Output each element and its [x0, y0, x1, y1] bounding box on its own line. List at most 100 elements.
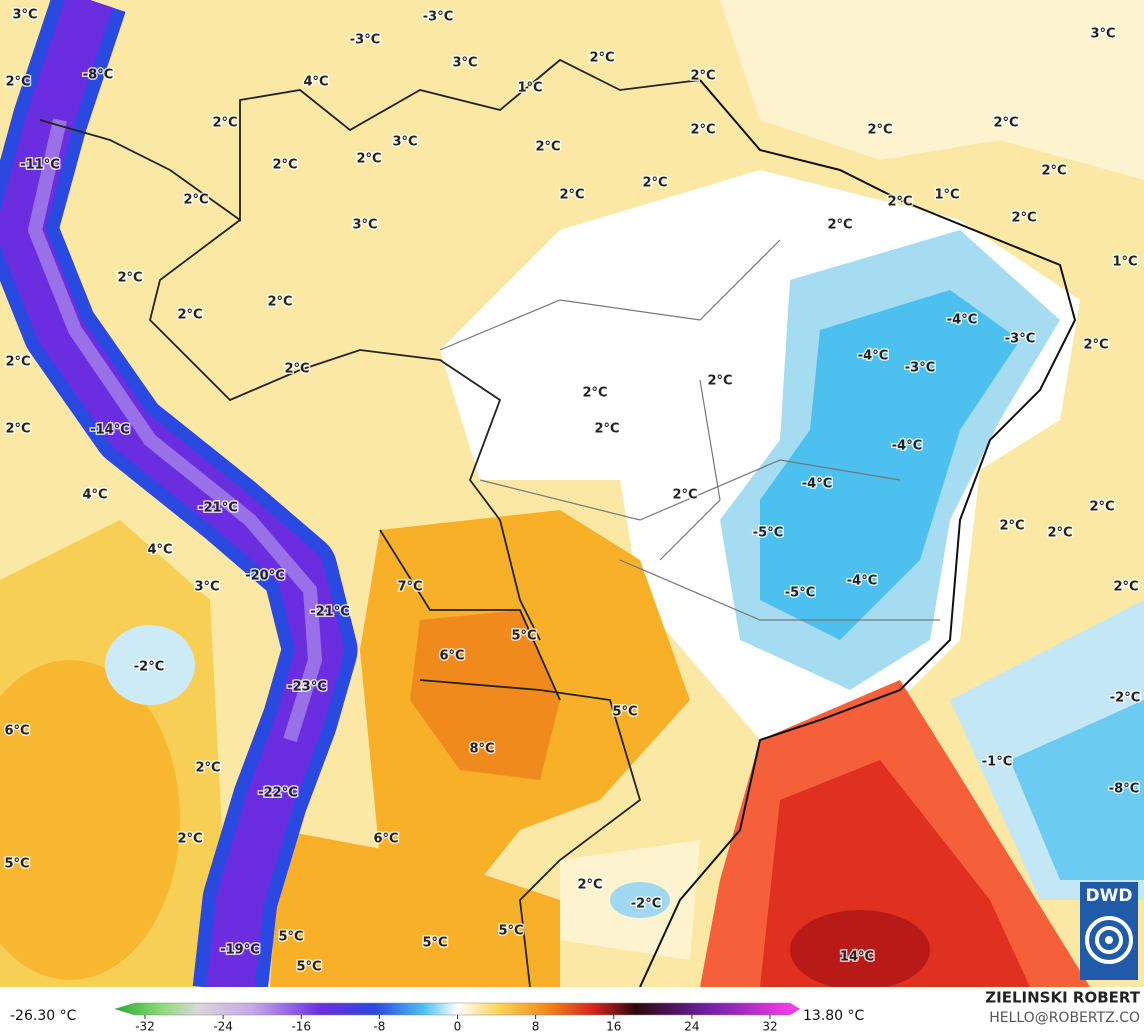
colorbar-tick-label: 32	[762, 1020, 777, 1034]
temperature-label: 2°C	[707, 374, 732, 389]
logo-swirl	[1085, 916, 1133, 964]
temperature-label: 6°C	[373, 832, 398, 847]
temperature-label: 1°C	[934, 188, 959, 203]
field	[610, 882, 670, 918]
temperature-label: 3°C	[12, 8, 37, 23]
field	[720, 0, 1144, 180]
logo-text: DWD	[1086, 886, 1133, 906]
logo-swirl	[1095, 926, 1123, 954]
temperature-label: 2°C	[642, 176, 667, 191]
temperature-label: 2°C	[1041, 164, 1066, 179]
temperature-label: 2°C	[117, 271, 142, 286]
temperature-label: 1°C	[517, 81, 542, 96]
temperature-label: 2°C	[1089, 500, 1114, 515]
coastline	[639, 79, 1077, 987]
temperature-label: 5°C	[612, 705, 637, 720]
temperature-label: 4°C	[82, 488, 107, 503]
temperature-label: 7°C	[397, 580, 422, 595]
temperature-label: 2°C	[589, 51, 614, 66]
temperature-label: 6°C	[4, 724, 29, 739]
temperature-label: 4°C	[147, 543, 172, 558]
temperature-label: 2°C	[5, 75, 30, 90]
contact: HELLO@ROBERTZ.CO	[989, 1010, 1140, 1026]
temperature-label: -11°C	[20, 158, 60, 173]
temperature-label: 8°C	[469, 742, 494, 757]
field	[410, 610, 560, 780]
label-layer: 3°C -3°C -3°C 3°C 2°C 3°C -8°C 4°C 2°C 1°C 2°C 2°C 2…	[3, 6, 1142, 976]
temperature-label: -20°C	[245, 569, 285, 584]
temperature-label: 2°C	[1011, 211, 1036, 226]
temperature-label: 2°C	[827, 218, 852, 233]
temperature-label: 2°C	[690, 123, 715, 138]
temperature-label: 2°C	[559, 188, 584, 203]
map-layer	[0, 0, 1144, 987]
border	[39, 58, 701, 987]
temperature-label: -3°C	[1005, 332, 1035, 347]
field	[270, 830, 560, 987]
temperature-label: 6°C	[439, 649, 464, 664]
temperature-label: 3°C	[194, 580, 219, 595]
temperature-label: 4°C	[303, 75, 328, 90]
logo: DWD	[1080, 882, 1138, 980]
temperature-label: 2°C	[672, 488, 697, 503]
temperature-label: 2°C	[1113, 580, 1138, 595]
temperature-label: 2°C	[5, 355, 30, 370]
colorbar-tick-label: 8	[532, 1020, 540, 1034]
temperature-label: 2°C	[690, 69, 715, 84]
temperature-label: -3°C	[350, 33, 380, 48]
temperature-label: -14°C	[90, 423, 130, 438]
colorbar	[114, 1002, 801, 1016]
colorbar-tick-label: 16	[606, 1020, 621, 1034]
temperature-label: -8°C	[1109, 782, 1139, 797]
temperature-label: 3°C	[352, 218, 377, 233]
colorbar-tick-label: 24	[684, 1020, 699, 1034]
temperature-label: -3°C	[423, 10, 453, 25]
temperature-label: -22°C	[258, 786, 298, 801]
temperature-label: 2°C	[356, 152, 381, 167]
temperature-label: -3°C	[905, 361, 935, 376]
field	[760, 290, 1020, 640]
temperature-label: -4°C	[892, 439, 922, 454]
temperature-label: -4°C	[947, 313, 977, 328]
colorbar-tick-label: -16	[291, 1020, 311, 1034]
field	[790, 910, 930, 987]
temperature-label: 2°C	[867, 123, 892, 138]
temperature-label: 3°C	[392, 135, 417, 150]
temperature-label: -21°C	[198, 501, 238, 516]
temperature-label: 1°C	[1112, 255, 1137, 270]
temperature-label: 2°C	[594, 422, 619, 437]
temperature-label: 2°C	[177, 832, 202, 847]
temperature-label: 2°C	[1083, 338, 1108, 353]
temperature-label: 5°C	[296, 960, 321, 975]
logo-swirl	[1105, 936, 1113, 944]
temperature-label: 2°C	[195, 761, 220, 776]
temperature-label: -2°C	[631, 897, 661, 912]
temperature-label: -21°C	[310, 605, 350, 620]
temperature-label: 2°C	[577, 878, 602, 893]
field	[0, 660, 180, 980]
field	[105, 625, 195, 705]
temperature-label: -19°C	[220, 943, 260, 958]
temperature-label: 2°C	[887, 195, 912, 210]
colorbar-ticks: -32 -24 -16 -8 0 8 16 24 32	[135, 1015, 778, 1034]
author: ZIELINSKI ROBERT	[985, 989, 1140, 1007]
colorbar-tick-label: -24	[213, 1020, 233, 1034]
temperature-label: 2°C	[993, 116, 1018, 131]
temperature-label: 5°C	[422, 936, 447, 951]
temperature-label: 2°C	[5, 422, 30, 437]
temperature-label: -4°C	[847, 574, 877, 589]
temperature-label: 14°C	[840, 950, 874, 965]
colorbar-max: 13.80 °C	[803, 1008, 865, 1024]
temperature-label: 2°C	[183, 193, 208, 208]
temperature-label: -2°C	[1110, 691, 1140, 706]
temperature-label: -23°C	[287, 680, 327, 695]
state-border	[439, 239, 940, 621]
temperature-label: 2°C	[212, 116, 237, 131]
temperature-label: -4°C	[858, 349, 888, 364]
temperature-label: 2°C	[582, 386, 607, 401]
temperature-label: -4°C	[802, 477, 832, 492]
colorbar-tick-label: -32	[135, 1020, 155, 1034]
temperature-label: 2°C	[284, 362, 309, 377]
temperature-label: 2°C	[999, 519, 1024, 534]
